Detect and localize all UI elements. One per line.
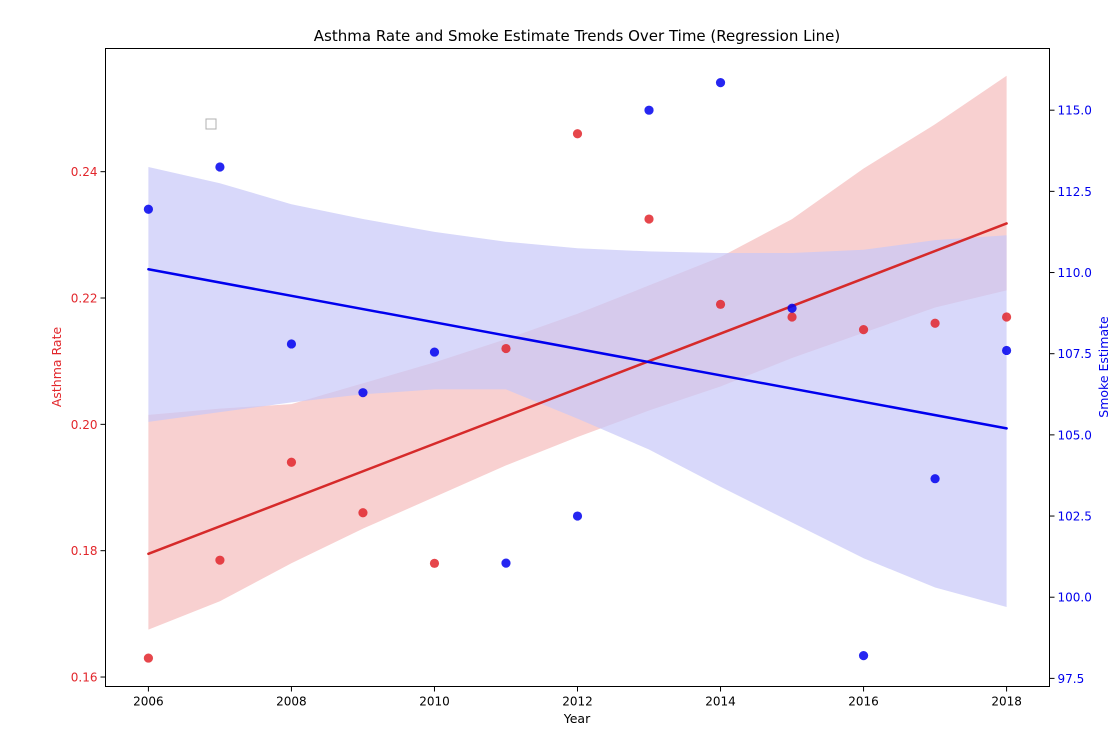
right-y-tick-label: 110.0 xyxy=(1058,266,1092,280)
asthma-point xyxy=(215,555,225,565)
x-tick-label: 2006 xyxy=(133,695,164,709)
asthma-point xyxy=(429,558,440,568)
smoke-regression-line xyxy=(147,268,1008,430)
left-y-tick-label: 0.18 xyxy=(71,544,98,558)
asthma-regression-line xyxy=(147,222,1008,556)
smoke-point xyxy=(501,558,511,568)
smoke-point xyxy=(715,77,726,88)
left-y-tick-label: 0.16 xyxy=(71,671,98,685)
left-y-tick-label: 0.22 xyxy=(71,292,98,306)
asthma-point xyxy=(286,457,297,467)
asthma-point xyxy=(715,299,726,309)
left-y-tick-label: 0.24 xyxy=(71,165,98,179)
asthma-point xyxy=(644,214,654,224)
asthma-point xyxy=(358,508,368,518)
smoke-point xyxy=(1001,345,1012,356)
asthma-point xyxy=(143,653,154,663)
asthma-point xyxy=(501,343,511,354)
x-tick-label: 2016 xyxy=(848,695,879,709)
smoke-point xyxy=(429,347,440,357)
left-y-tick-label: 0.20 xyxy=(71,418,98,432)
smoke-point xyxy=(215,162,225,172)
right-y-tick-label: 105.0 xyxy=(1058,428,1092,442)
smoke-point xyxy=(930,474,940,484)
asthma-point xyxy=(930,318,940,328)
x-tick-label: 2008 xyxy=(276,695,307,709)
smoke-point xyxy=(143,204,154,214)
right-y-tick-label: 107.5 xyxy=(1058,347,1092,361)
left-y-axis-label: Asthma Rate xyxy=(49,327,64,408)
right-y-tick-label: 97.5 xyxy=(1058,672,1085,686)
x-axis-ticks: 2006 2008 2010 2012 2014 2016 2018 xyxy=(133,686,1022,709)
x-tick-label: 2014 xyxy=(705,695,736,709)
right-y-axis-ticks: 97.5 100.0 102.5 105.0 107.5 110.0 112.5 115.0 xyxy=(1049,104,1092,686)
x-tick-label: 2012 xyxy=(562,695,593,709)
x-axis-label: Year xyxy=(563,711,591,726)
right-y-tick-label: 115.0 xyxy=(1058,104,1092,118)
regression-lines xyxy=(147,222,1008,556)
chart-title: Asthma Rate and Smoke Estimate Trends Ov… xyxy=(314,27,840,45)
smoke-point xyxy=(644,105,654,115)
x-tick-label: 2018 xyxy=(991,695,1022,709)
data-points xyxy=(143,77,1012,663)
legend-empty-handle xyxy=(205,118,217,130)
asthma-point xyxy=(1001,312,1012,322)
smoke-point xyxy=(358,388,368,398)
asthma-point xyxy=(858,324,869,335)
right-y-tick-label: 112.5 xyxy=(1058,185,1092,199)
asthma-point xyxy=(787,312,797,322)
smoke-point xyxy=(286,339,297,349)
asthma-point xyxy=(572,129,583,139)
left-y-axis-ticks: 0.16 0.18 0.20 0.22 0.24 xyxy=(71,165,106,685)
confidence-bands xyxy=(148,75,1007,630)
right-y-tick-label: 102.5 xyxy=(1058,510,1092,524)
smoke-point xyxy=(572,511,583,521)
x-tick-label: 2010 xyxy=(419,695,450,709)
right-y-tick-label: 100.0 xyxy=(1058,591,1092,605)
smoke-point xyxy=(858,651,869,661)
smoke-point xyxy=(787,303,797,313)
smoke-confidence-band xyxy=(148,167,1007,607)
right-y-axis-label: Smoke Estimate xyxy=(1096,316,1111,418)
